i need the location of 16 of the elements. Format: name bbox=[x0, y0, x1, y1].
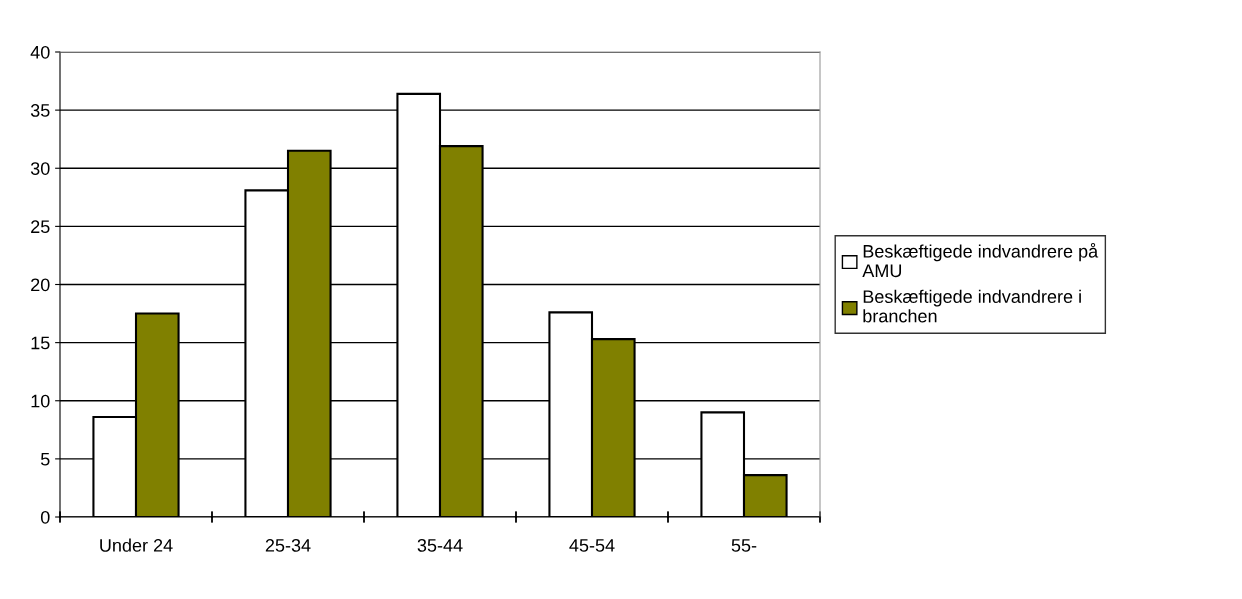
y-tick-label: 20 bbox=[31, 278, 50, 292]
y-tick-label: 30 bbox=[30, 162, 50, 175]
x-tick-label: 25-34 bbox=[265, 539, 311, 552]
y-tick-label: 25 bbox=[31, 220, 50, 234]
legend-label: Beskæftigede indvandrere på AMU bbox=[862, 242, 1099, 278]
y-tick-label: 0 bbox=[40, 510, 50, 524]
x-tick-label: 35-44 bbox=[417, 539, 463, 552]
x-tick-label: 55- bbox=[731, 539, 757, 552]
x-tick-label: Under 24 bbox=[100, 538, 173, 552]
y-tick-label: 35 bbox=[30, 104, 50, 117]
y-tick-label: 5 bbox=[40, 453, 50, 466]
y-tick-label: 15 bbox=[31, 336, 50, 350]
legend-label: Beskæftigede indvandrere i branchen bbox=[863, 289, 1081, 323]
y-tick-label: 40 bbox=[30, 45, 50, 59]
x-tick-label: 45-54 bbox=[569, 539, 615, 552]
y-tick-label: 10 bbox=[31, 394, 50, 408]
